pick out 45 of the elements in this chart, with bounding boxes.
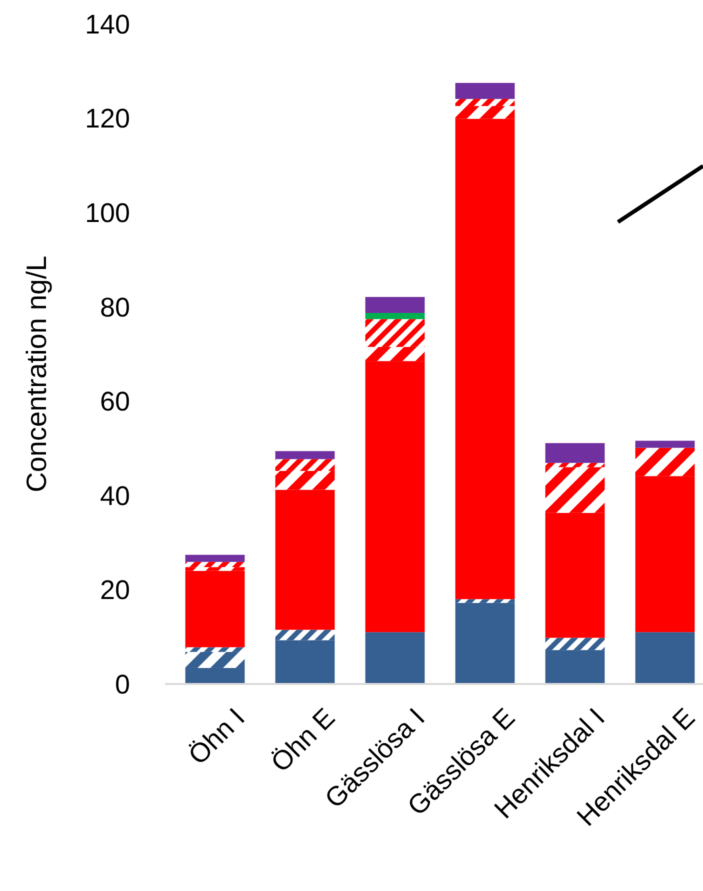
y-tick-label: 100 [84,198,130,228]
bar [455,602,515,684]
bar [455,106,515,119]
bar [545,443,605,463]
bar [185,554,245,562]
bar [635,440,695,448]
bar [455,82,515,99]
bar [635,632,695,684]
bar [455,98,515,106]
bar [275,630,335,640]
bar [275,451,335,460]
y-axis-title: Concentration ng/L [21,256,52,492]
bar [545,462,605,468]
bar [275,490,335,630]
bar [365,296,425,313]
bar [185,647,245,652]
bar [185,570,245,648]
bar [275,470,335,490]
bar [545,650,605,684]
y-tick-label: 60 [100,386,130,417]
bar [545,467,605,513]
bar [455,599,515,603]
bar [185,562,245,568]
bar [275,459,335,471]
bar [185,668,245,684]
bar [365,319,425,347]
bar [185,567,245,571]
x-tick-label: Öhn I [182,702,251,770]
y-tick-label: 140 [84,9,130,40]
bar [455,118,515,600]
y-tick-label: 0 [114,669,130,700]
bar [185,652,245,668]
bar [545,638,605,650]
y-tick-label: 20 [100,575,130,606]
bar [545,512,605,638]
y-tick-label: 40 [100,480,130,511]
y-tick-label: 80 [100,292,130,322]
bar [365,312,425,320]
bar [635,476,695,632]
bar [365,346,425,362]
bar [365,361,425,632]
bar [275,640,335,684]
bar [365,632,425,684]
bar [635,448,695,476]
y-tick-label: 120 [84,104,130,134]
